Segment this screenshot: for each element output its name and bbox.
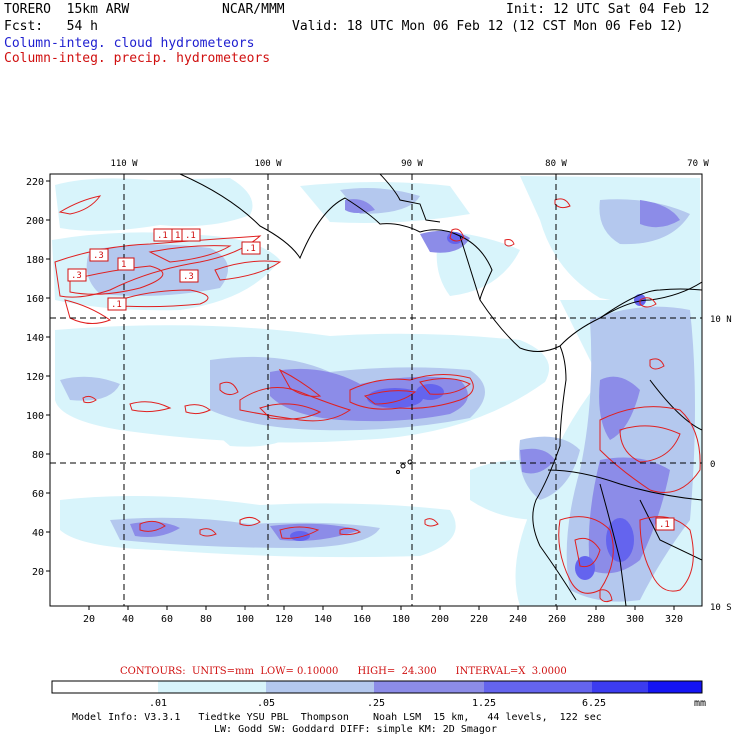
colorbar-tick: .01 — [149, 698, 167, 709]
lat-label: 0 — [710, 460, 715, 470]
y-tick: 60 — [32, 489, 44, 500]
svg-text:.1: .1 — [185, 231, 196, 241]
y-tick: 40 — [32, 528, 44, 539]
valid-time: Valid: 18 UTC Mon 06 Feb 12 (12 CST Mon … — [292, 19, 684, 34]
svg-text:.1: .1 — [245, 244, 256, 254]
svg-text:.3: .3 — [93, 251, 104, 261]
org-label: NCAR/MMM — [222, 2, 285, 17]
coastlines — [179, 174, 702, 606]
y-tick: 180 — [26, 255, 44, 266]
svg-text:1: 1 — [175, 231, 180, 241]
y-tick: 120 — [26, 372, 44, 383]
colorbar-unit: mm — [694, 698, 706, 709]
colorbar-tick: 6.25 — [582, 698, 606, 709]
lon-label: 70 W — [687, 159, 709, 169]
x-tick: 80 — [200, 614, 212, 625]
lat-label: 10 S — [710, 603, 732, 613]
contour-label-box: .3 — [179, 269, 199, 283]
x-tick-labels: 20 40 60 80 100 120 140 160 180 200 220 … — [83, 614, 683, 625]
field-cloud-label: Column-integ. cloud hydrometeors — [4, 36, 255, 51]
colorbar-segment — [648, 681, 702, 693]
colorbar-segment — [266, 681, 374, 693]
colorbar-segment — [592, 681, 648, 693]
colorbar-segment — [52, 681, 158, 693]
y-tick: 220 — [26, 177, 44, 188]
field-precip-label: Column-integ. precip. hydrometeors — [4, 51, 271, 66]
svg-text:.3: .3 — [71, 271, 82, 281]
x-tick: 20 — [83, 614, 95, 625]
x-tick: 220 — [470, 614, 488, 625]
colorbar-segment — [374, 681, 484, 693]
y-tick: 20 — [32, 567, 44, 578]
colorbar-tick: 1.25 — [472, 698, 496, 709]
svg-text:.1: .1 — [157, 231, 168, 241]
map-frame — [49, 173, 703, 607]
contour-labels: .1 1 .1 .1 .3 1 .3 .3 .1 .1 — [67, 228, 675, 531]
x-tick: 260 — [548, 614, 566, 625]
x-tick: 200 — [431, 614, 449, 625]
y-tick: 200 — [26, 216, 44, 227]
contour-label-box: .1 — [181, 228, 201, 242]
lon-label: 100 W — [254, 159, 282, 169]
colorbar-tick: .05 — [257, 698, 275, 709]
y-tick: 100 — [26, 411, 44, 422]
y-tick: 140 — [26, 333, 44, 344]
colorbar-tick: .25 — [367, 698, 385, 709]
model-info-line2: LW: Godd SW: Goddard DIFF: simple KM: 2D… — [214, 724, 497, 735]
contour-label-box: .1 — [107, 297, 127, 311]
svg-text:.1: .1 — [659, 520, 670, 530]
svg-text:1: 1 — [121, 260, 126, 270]
contour-label-box: .1 — [153, 228, 173, 242]
colorbar-segment — [484, 681, 592, 693]
svg-text:.3: .3 — [183, 272, 194, 282]
x-tick: 180 — [392, 614, 410, 625]
latlon-grid — [50, 174, 702, 606]
precip-contours — [54, 195, 701, 603]
x-tick: 40 — [122, 614, 134, 625]
axis-ticks — [46, 180, 675, 610]
model-name: TORERO 15km ARW — [4, 2, 130, 17]
colorbar-segment — [158, 681, 266, 693]
contour-label-box: .1 — [241, 241, 261, 255]
x-tick: 280 — [587, 614, 605, 625]
lon-label: 90 W — [401, 159, 423, 169]
x-tick: 60 — [161, 614, 173, 625]
model-info-line1: Model Info: V3.3.1 Tiedtke YSU PBL Thomp… — [72, 712, 602, 723]
y-tick-labels: 220 200 180 160 140 120 100 80 60 40 20 — [26, 177, 44, 578]
colorbar: .01 .05 .25 1.25 6.25 mm — [51, 680, 706, 709]
lat-label: 10 N — [710, 315, 732, 325]
x-tick: 160 — [353, 614, 371, 625]
contour-info: CONTOURS: UNITS=mm LOW= 0.10000 HIGH= 24… — [120, 666, 567, 677]
contour-label-box: .3 — [89, 248, 109, 262]
lat-labels: 10 N 0 10 S — [710, 315, 732, 613]
y-tick: 160 — [26, 294, 44, 305]
x-tick: 140 — [314, 614, 332, 625]
contour-label-box: .1 — [655, 517, 675, 531]
lon-label: 110 W — [110, 159, 138, 169]
hydrometeor-shading — [52, 176, 702, 606]
x-tick: 300 — [626, 614, 644, 625]
init-time: Init: 12 UTC Sat 04 Feb 12 — [506, 2, 710, 17]
y-tick: 80 — [32, 450, 44, 461]
forecast-hour: Fcst: 54 h — [4, 19, 98, 34]
x-tick: 100 — [236, 614, 254, 625]
lon-label: 80 W — [545, 159, 567, 169]
svg-text:.1: .1 — [111, 300, 122, 310]
x-tick: 120 — [275, 614, 293, 625]
x-tick: 320 — [665, 614, 683, 625]
contour-label-box: .3 — [67, 268, 87, 282]
lon-labels: 110 W 100 W 90 W 80 W 70 W — [110, 159, 709, 169]
contour-label-box: 1 — [117, 257, 135, 271]
x-tick: 240 — [509, 614, 527, 625]
